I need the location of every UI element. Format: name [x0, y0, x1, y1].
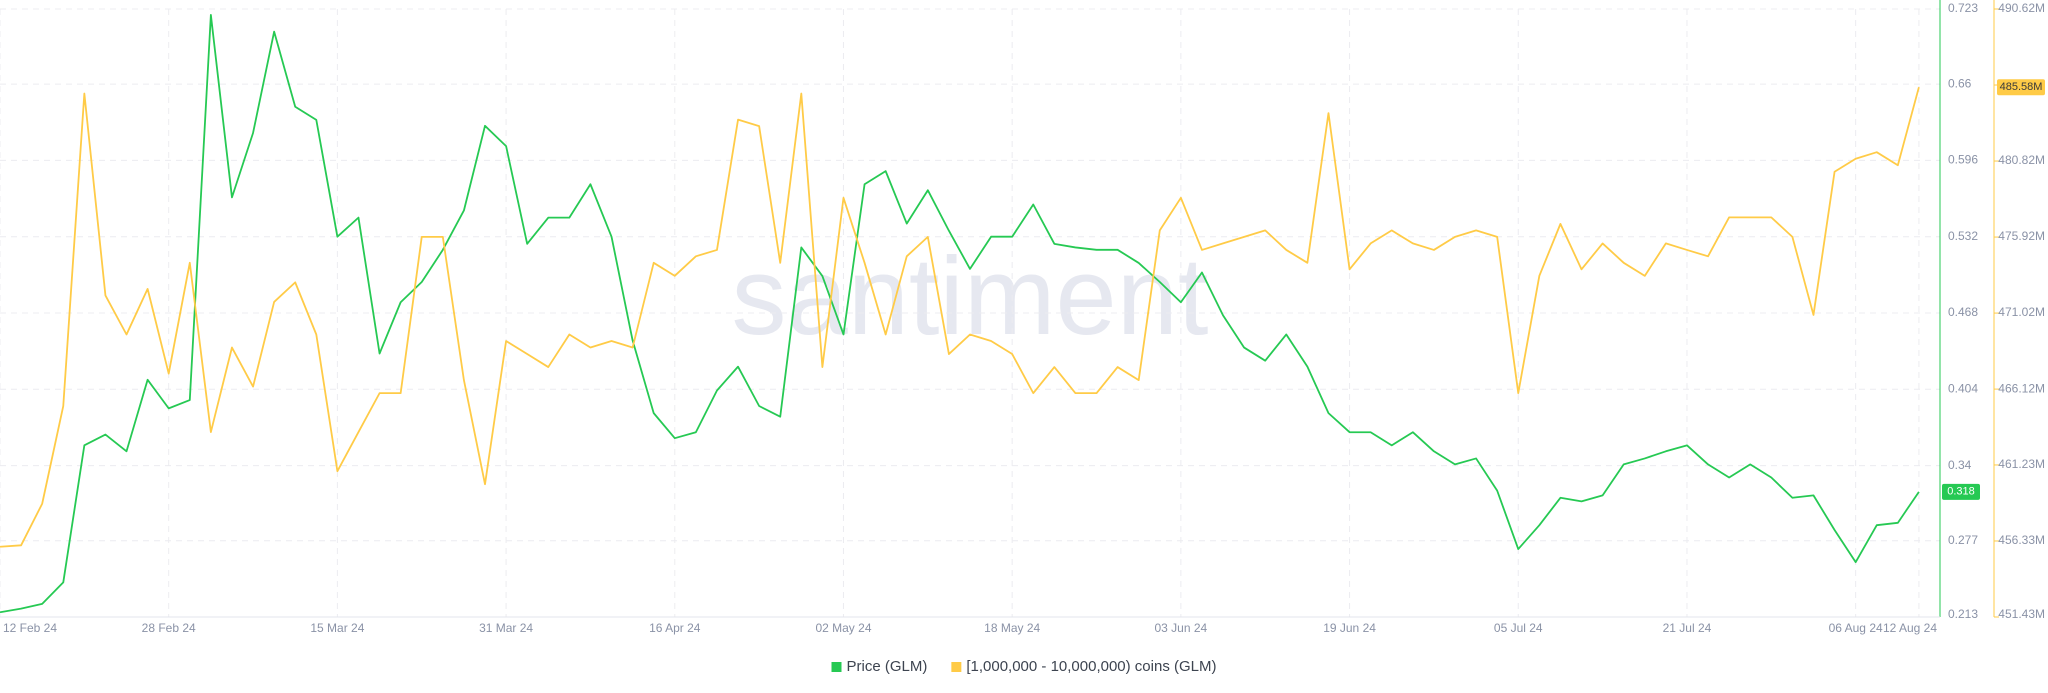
- x-tick-label: 02 May 24: [815, 621, 871, 635]
- x-tick-label: 28 Feb 24: [142, 621, 196, 635]
- y-tick-label: 0.66: [1948, 76, 1972, 90]
- y-tick-label: 0.277: [1948, 533, 1978, 547]
- y-tick-label: 0.34: [1948, 458, 1972, 472]
- series-line: [0, 86, 1920, 548]
- y2-tick-label: 475.92M: [1998, 229, 2045, 243]
- legend-label: Price (GLM): [847, 658, 928, 675]
- x-tick-label: 15 Mar 24: [310, 621, 364, 635]
- x-tick-label: 12 Feb 24: [3, 621, 57, 635]
- y2-tick-label: 490.62M: [1998, 1, 2045, 15]
- x-tick-label: 18 May 24: [984, 621, 1040, 635]
- value-label: 485.58M: [2000, 81, 2043, 93]
- y-tick-label: 0.532: [1948, 229, 1978, 243]
- value-badge: [1997, 79, 2045, 96]
- x-tick-label: 21 Jul 24: [1663, 621, 1712, 635]
- x-tick-label: 16 Apr 24: [649, 621, 701, 635]
- y2-tick-label: 461.23M: [1998, 457, 2045, 471]
- x-tick-label: 03 Jun 24: [1155, 621, 1208, 635]
- y-tick-label: 0.468: [1948, 305, 1978, 319]
- legend-swatch: [951, 662, 962, 672]
- y2-tick-label: 456.33M: [1998, 533, 2045, 547]
- legend-label: [1,000,000 - 10,000,000) coins (GLM): [966, 658, 1216, 675]
- x-tick-label: 06 Aug 24: [1829, 621, 1883, 635]
- legend-swatch: [831, 662, 842, 672]
- series-line: [0, 14, 1920, 614]
- y-tick-label: 0.596: [1948, 153, 1978, 167]
- x-tick-label: 12 Aug 24: [1883, 621, 1937, 635]
- y2-tick-label: 471.02M: [1998, 305, 2045, 319]
- legend: Price (GLM) [1,000,000 - 10,000,000) coin…: [831, 658, 1217, 675]
- y2-tick-label: 466.12M: [1998, 381, 2045, 395]
- y-tick-label: 0.213: [1948, 607, 1978, 621]
- x-tick-label: 31 Mar 24: [479, 621, 533, 635]
- x-tick-label: 19 Jun 24: [1323, 621, 1376, 635]
- value-badge: [1942, 483, 1980, 500]
- y-tick-label: 0.723: [1948, 1, 1978, 15]
- y2-tick-label: 451.43M: [1998, 607, 2045, 621]
- y-tick-label: 0.404: [1948, 381, 1978, 395]
- watermark: santiment: [732, 235, 1209, 358]
- value-label: 0.318: [1947, 486, 1975, 498]
- x-tick-label: 05 Jul 24: [1494, 621, 1543, 635]
- y2-tick-label: 480.82M: [1998, 153, 2045, 167]
